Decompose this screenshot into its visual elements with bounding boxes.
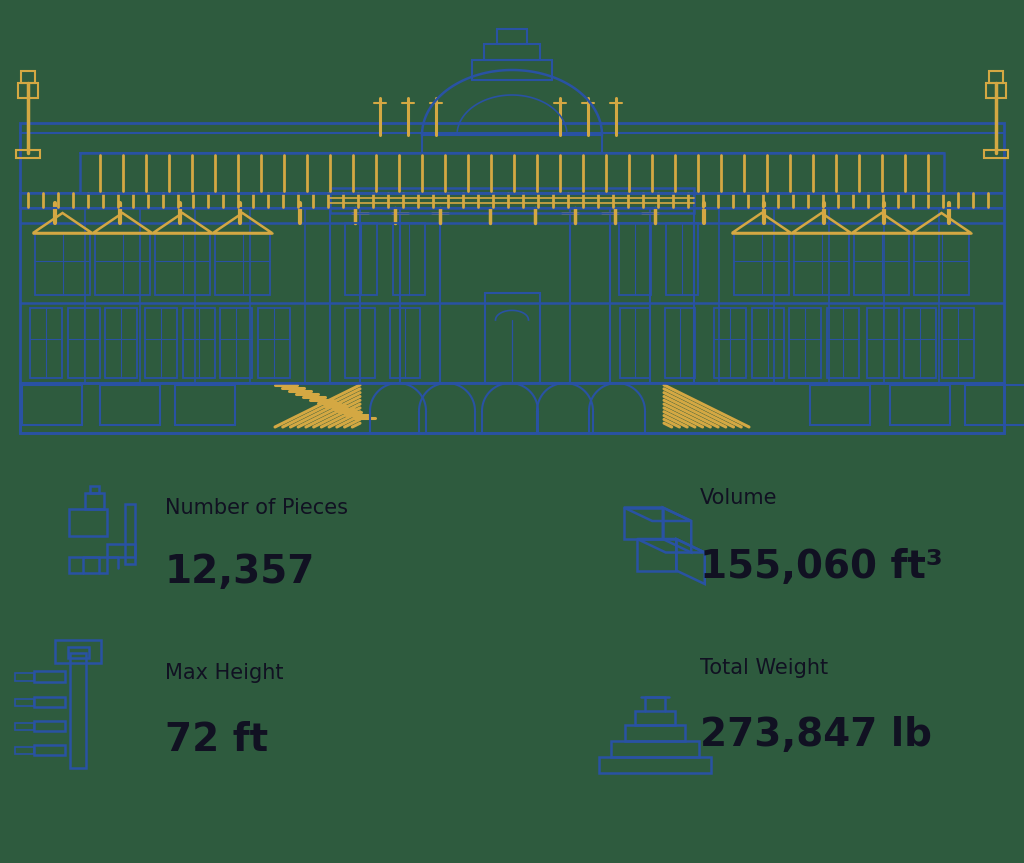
Bar: [624, 507, 663, 539]
Bar: [890, 385, 950, 425]
Bar: [965, 385, 1024, 425]
Bar: [867, 308, 899, 378]
Bar: [484, 293, 540, 383]
Bar: [904, 308, 936, 378]
Bar: [984, 150, 1008, 158]
Text: 72 ft: 72 ft: [165, 721, 268, 759]
Bar: [635, 710, 675, 725]
Bar: [472, 60, 552, 80]
Bar: [989, 71, 1002, 83]
Bar: [986, 83, 1006, 98]
Bar: [20, 383, 1004, 433]
Bar: [22, 385, 82, 425]
Bar: [914, 233, 969, 295]
Bar: [69, 557, 106, 572]
Bar: [618, 223, 651, 295]
Bar: [942, 308, 974, 378]
Bar: [854, 233, 909, 295]
Bar: [220, 308, 252, 378]
Bar: [611, 741, 699, 757]
Bar: [484, 44, 540, 60]
Text: Number of Pieces: Number of Pieces: [165, 498, 348, 518]
Bar: [20, 193, 1004, 208]
Bar: [100, 385, 160, 425]
Bar: [34, 721, 66, 731]
Bar: [714, 308, 746, 378]
Bar: [35, 233, 90, 295]
Bar: [345, 308, 375, 378]
Bar: [90, 487, 98, 494]
Bar: [30, 308, 62, 378]
Bar: [15, 723, 34, 730]
Bar: [125, 504, 135, 564]
Bar: [15, 747, 34, 754]
Bar: [790, 308, 821, 378]
Bar: [497, 29, 527, 44]
Bar: [68, 647, 88, 658]
Bar: [637, 539, 676, 570]
Bar: [106, 544, 135, 557]
Bar: [68, 308, 100, 378]
Bar: [665, 308, 695, 378]
Bar: [155, 233, 210, 295]
Bar: [345, 223, 377, 295]
Text: 155,060 ft³: 155,060 ft³: [700, 548, 943, 586]
Bar: [55, 639, 101, 663]
Bar: [145, 308, 177, 378]
Bar: [95, 233, 150, 295]
Bar: [18, 83, 38, 98]
Bar: [15, 673, 34, 681]
Bar: [105, 308, 137, 378]
Bar: [258, 308, 290, 378]
Bar: [69, 509, 106, 536]
Bar: [810, 385, 870, 425]
Bar: [183, 308, 215, 378]
Bar: [393, 223, 425, 295]
Bar: [34, 696, 66, 707]
Bar: [215, 233, 270, 295]
Text: Volume: Volume: [700, 488, 777, 508]
Bar: [330, 188, 694, 213]
Bar: [666, 223, 698, 295]
Bar: [22, 71, 35, 83]
Bar: [34, 671, 66, 682]
Bar: [734, 233, 790, 295]
Bar: [794, 233, 849, 295]
Bar: [85, 494, 104, 509]
Bar: [827, 308, 859, 378]
Bar: [599, 757, 711, 773]
Bar: [70, 652, 86, 768]
Bar: [20, 123, 1004, 433]
Bar: [34, 745, 66, 755]
Bar: [422, 135, 602, 153]
Text: 273,847 lb: 273,847 lb: [700, 716, 932, 754]
Text: Total Weight: Total Weight: [700, 658, 828, 678]
Text: 12,357: 12,357: [165, 553, 315, 591]
Bar: [752, 308, 784, 378]
Text: Max Height: Max Height: [165, 663, 284, 683]
Bar: [16, 150, 40, 158]
Bar: [625, 725, 685, 741]
Bar: [175, 385, 234, 425]
Bar: [390, 308, 420, 378]
Bar: [80, 153, 944, 193]
Bar: [15, 699, 34, 706]
Bar: [620, 308, 650, 378]
